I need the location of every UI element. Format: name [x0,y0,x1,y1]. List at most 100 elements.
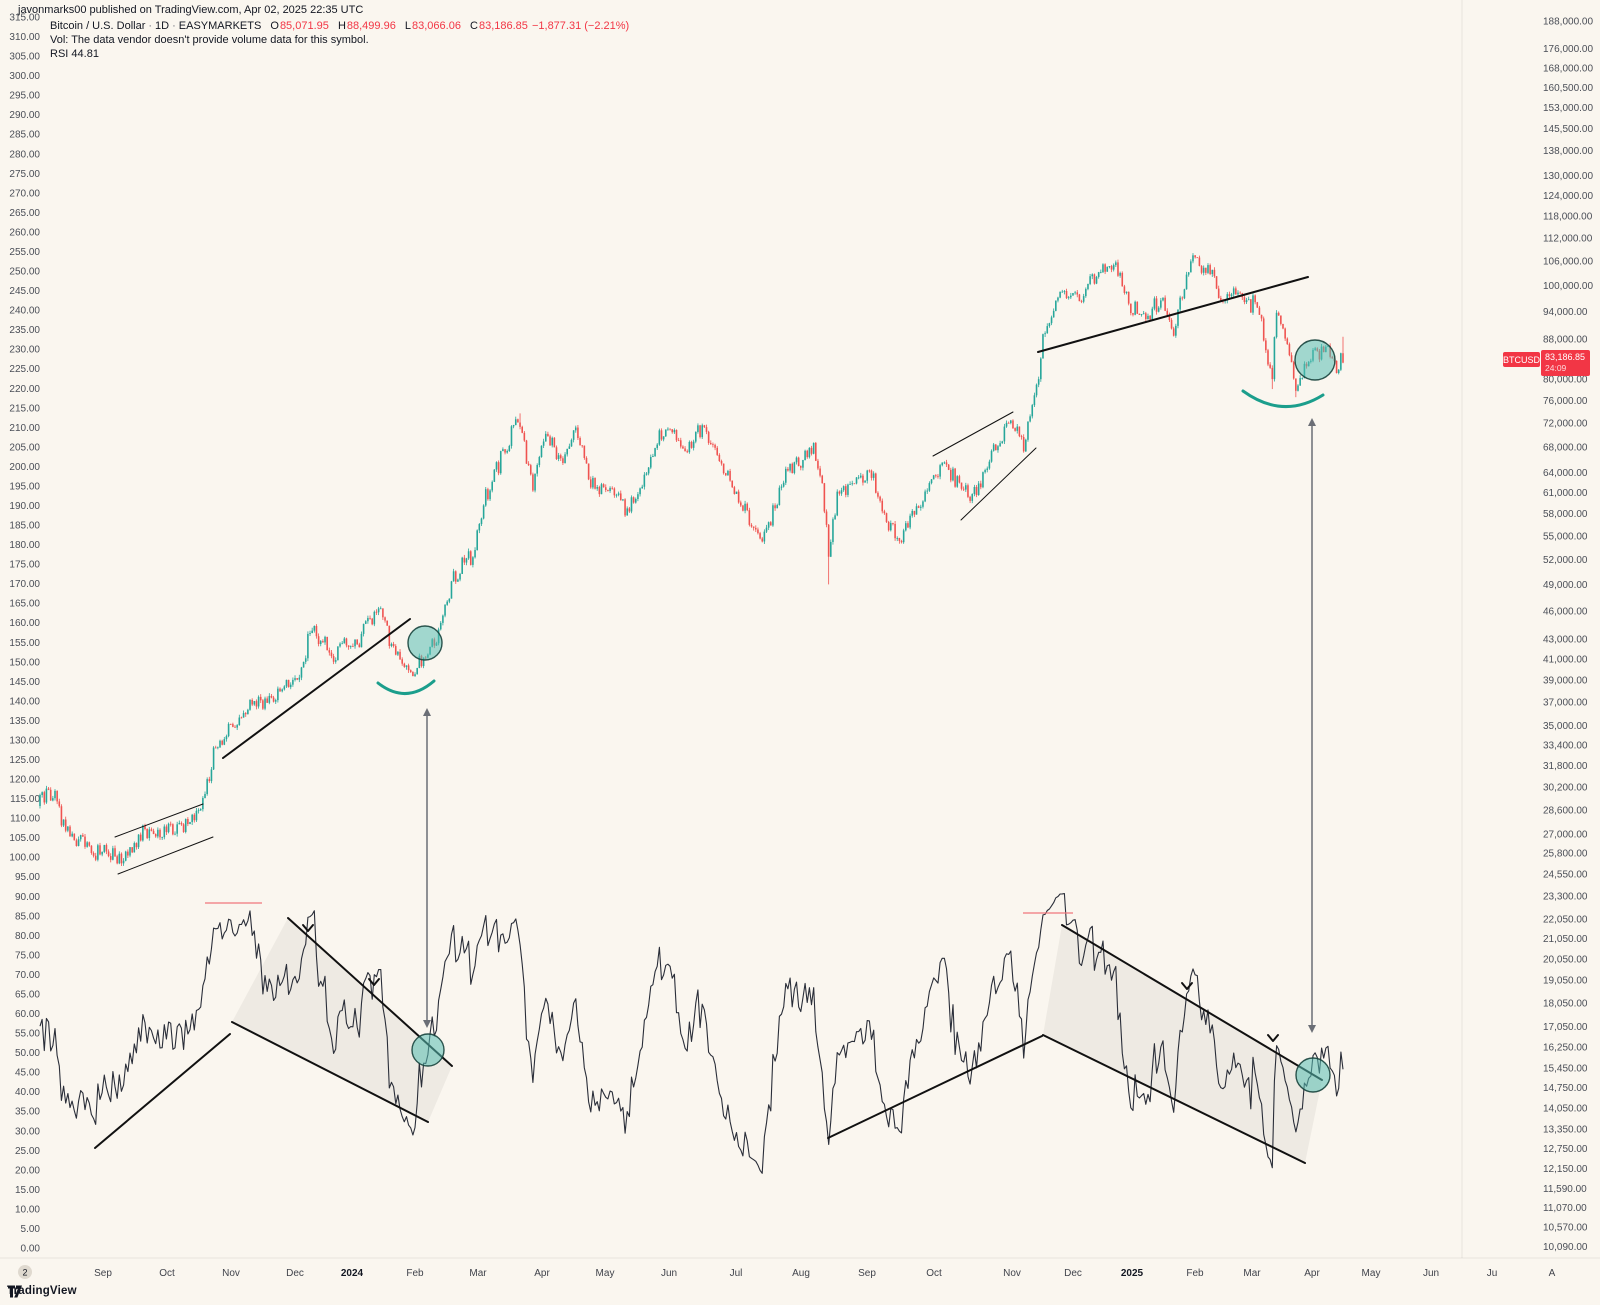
svg-text:Feb: Feb [406,1268,424,1279]
rsi-label[interactable]: RSI [50,48,69,60]
svg-text:275.00: 275.00 [9,169,40,180]
svg-text:285.00: 285.00 [9,130,40,141]
svg-text:64,000.00: 64,000.00 [1543,468,1588,479]
svg-text:138,000.00: 138,000.00 [1543,146,1593,157]
svg-text:310.00: 310.00 [9,32,40,43]
left-axis[interactable]: 315.00 310.00 305.00 300.00 295.00 290.00 285.… [9,13,40,1255]
drawing-annotations[interactable] [94,276,1336,1164]
tradingview-logo-icon [8,1285,22,1298]
svg-text:135.00: 135.00 [9,716,40,727]
high-value: 88,499.96 [346,20,396,32]
svg-text:118,000.00: 118,000.00 [1543,212,1593,223]
exchange-label[interactable]: EASYMARKETS [178,20,262,32]
svg-text:188,000.00: 188,000.00 [1543,17,1593,28]
svg-text:175.00: 175.00 [9,560,40,571]
svg-text:12,750.00: 12,750.00 [1543,1144,1588,1155]
svg-text:250.00: 250.00 [9,267,40,278]
svg-text:260.00: 260.00 [9,227,40,238]
svg-text:Jun: Jun [1423,1268,1439,1279]
svg-text:37,000.00: 37,000.00 [1543,698,1588,709]
svg-text:88,000.00: 88,000.00 [1543,335,1588,346]
svg-text:May: May [596,1268,615,1279]
svg-text:14,050.00: 14,050.00 [1543,1103,1588,1114]
high-key: H [337,20,346,32]
svg-text:295.00: 295.00 [9,91,40,102]
interval-label[interactable]: 1D [155,20,170,32]
close-value: 83,186.85 [478,20,528,32]
low-key: L [404,20,412,32]
svg-text:290.00: 290.00 [9,110,40,121]
svg-text:18,050.00: 18,050.00 [1543,998,1588,1009]
svg-text:280.00: 280.00 [9,149,40,160]
svg-text:50.00: 50.00 [15,1048,40,1059]
svg-text:19,050.00: 19,050.00 [1543,976,1588,987]
svg-text:125.00: 125.00 [9,755,40,766]
svg-text:12,150.00: 12,150.00 [1543,1164,1588,1175]
right-axis[interactable]: 188,000.00 176,000.00 168,000.00 160,500.00… [1543,17,1593,1254]
chart-legend: Bitcoin / U.S. Dollar · 1D · EASYMARKETS O85… [50,20,629,61]
svg-text:10,570.00: 10,570.00 [1543,1223,1588,1234]
svg-text:21,050.00: 21,050.00 [1543,934,1588,945]
svg-text:5.00: 5.00 [21,1224,41,1235]
svg-text:39,000.00: 39,000.00 [1543,676,1588,687]
svg-text:30,200.00: 30,200.00 [1543,783,1588,794]
svg-text:41,000.00: 41,000.00 [1543,655,1588,666]
svg-text:Aug: Aug [792,1268,810,1279]
svg-text:120.00: 120.00 [9,775,40,786]
svg-text:30.00: 30.00 [15,1126,40,1137]
svg-text:Mar: Mar [469,1268,487,1279]
svg-text:20,050.00: 20,050.00 [1543,954,1588,965]
svg-text:168,000.00: 168,000.00 [1543,64,1593,75]
svg-text:240.00: 240.00 [9,306,40,317]
svg-text:15,450.00: 15,450.00 [1543,1064,1588,1075]
svg-text:11,070.00: 11,070.00 [1543,1203,1587,1214]
svg-text:15.00: 15.00 [15,1185,40,1196]
tradingview-watermark[interactable]: TradingView [7,1285,77,1298]
svg-text:180.00: 180.00 [9,540,40,551]
svg-text:49,000.00: 49,000.00 [1543,580,1588,591]
svg-text:11,590.00: 11,590.00 [1543,1184,1587,1195]
symbol-title[interactable]: Bitcoin / U.S. Dollar [50,20,146,32]
svg-text:245.00: 245.00 [9,286,40,297]
svg-text:94,000.00: 94,000.00 [1543,307,1588,318]
time-axis[interactable]: 2 Sep Oct Nov Dec 2024 Feb Mar Apr May Jun Jul Aug Se… [18,1265,1556,1279]
svg-text:225.00: 225.00 [9,364,40,375]
svg-text:300.00: 300.00 [9,71,40,82]
svg-text:Oct: Oct [926,1268,942,1279]
svg-text:13,350.00: 13,350.00 [1543,1125,1588,1136]
svg-text:25,800.00: 25,800.00 [1543,849,1588,860]
svg-text:17,050.00: 17,050.00 [1543,1022,1588,1033]
svg-text:68,000.00: 68,000.00 [1543,443,1588,454]
svg-text:265.00: 265.00 [9,208,40,219]
svg-text:2025: 2025 [1121,1268,1144,1279]
svg-text:27,000.00: 27,000.00 [1543,830,1588,841]
change-value: −1,877.31 (−2.21%) [531,20,630,32]
svg-text:200.00: 200.00 [9,462,40,473]
svg-text:May: May [1362,1268,1381,1279]
svg-text:35.00: 35.00 [15,1107,40,1118]
svg-text:112,000.00: 112,000.00 [1543,234,1593,245]
svg-text:100.00: 100.00 [9,853,40,864]
svg-text:153,000.00: 153,000.00 [1543,103,1593,114]
svg-text:155.00: 155.00 [9,638,40,649]
legend-separator: · [148,20,153,32]
svg-text:150.00: 150.00 [9,657,40,668]
svg-text:10.00: 10.00 [15,1204,40,1215]
legend-separator: · [172,20,176,32]
svg-text:16,250.00: 16,250.00 [1543,1042,1588,1053]
svg-text:176,000.00: 176,000.00 [1543,44,1593,55]
open-key: O [270,20,279,32]
svg-text:105.00: 105.00 [9,833,40,844]
svg-text:55.00: 55.00 [15,1029,40,1040]
svg-text:Dec: Dec [286,1268,304,1279]
svg-text:205.00: 205.00 [9,442,40,453]
symbol-row: Bitcoin / U.S. Dollar · 1D · EASYMARKETS O85… [50,20,629,33]
svg-text:130,000.00: 130,000.00 [1543,171,1593,182]
svg-text:95.00: 95.00 [15,872,40,883]
svg-text:Oct: Oct [159,1268,175,1279]
svg-text:40.00: 40.00 [15,1087,40,1098]
svg-text:25.00: 25.00 [15,1146,40,1157]
svg-text:110.00: 110.00 [10,814,40,825]
